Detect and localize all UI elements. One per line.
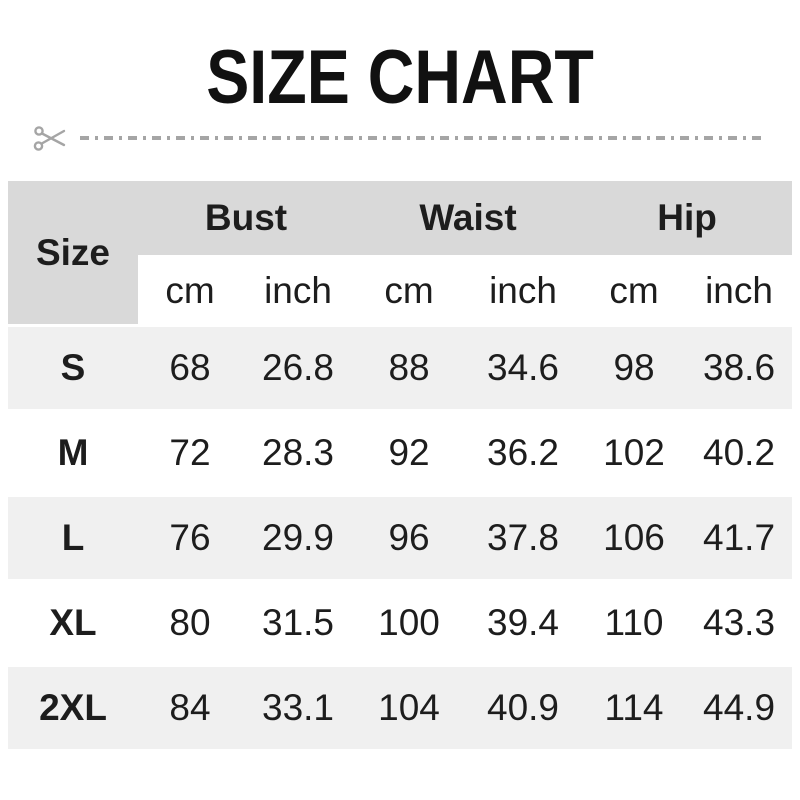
size-label: 2XL [8,667,138,749]
cell-waist-inch: 40.9 [464,667,583,749]
table-row-m: M 72 28.3 92 36.2 102 40.2 [8,412,793,494]
cell-hip-inch: 44.9 [686,667,793,749]
scissors-icon [33,126,66,151]
cell-waist-cm: 88 [354,327,465,409]
cell-waist-cm: 92 [354,412,465,494]
cell-waist-inch: 34.6 [464,327,583,409]
size-label: M [8,412,138,494]
size-label: L [8,497,138,579]
column-group-bust: Bust [138,181,355,255]
cell-waist-inch: 39.4 [464,582,583,664]
cell-bust-inch: 28.3 [242,412,355,494]
cell-bust-cm: 72 [138,412,242,494]
cell-waist-cm: 100 [354,582,465,664]
unit-header-hip-inch: inch [686,258,793,324]
unit-header-bust-inch: inch [242,258,355,324]
column-group-hip: Hip [582,181,793,255]
cell-bust-cm: 76 [138,497,242,579]
column-header-size: Size [8,181,138,324]
cell-bust-inch: 33.1 [242,667,355,749]
cell-bust-inch: 31.5 [242,582,355,664]
cell-waist-inch: 37.8 [464,497,583,579]
cell-hip-cm: 114 [582,667,687,749]
page-title: SIZE CHART [206,35,594,120]
table-row-xl: XL 80 31.5 100 39.4 110 43.3 [8,582,793,664]
unit-header-bust-cm: cm [138,258,242,324]
header-row-units: cm inch cm inch cm inch [8,258,793,324]
cell-hip-inch: 38.6 [686,327,793,409]
cell-hip-cm: 106 [582,497,687,579]
cell-hip-cm: 110 [582,582,687,664]
cell-hip-inch: 40.2 [686,412,793,494]
cell-waist-cm: 104 [354,667,465,749]
cell-bust-inch: 29.9 [242,497,355,579]
column-group-waist: Waist [354,181,583,255]
cell-bust-cm: 68 [138,327,242,409]
page-title-wrap: SIZE CHART [0,40,800,116]
size-label: XL [8,582,138,664]
header-row-groups: Size Bust Waist Hip [8,181,793,324]
cell-bust-inch: 26.8 [242,327,355,409]
size-chart-table: Size Bust Waist Hip cm inch cm inch cm i… [8,178,793,752]
size-label: S [8,327,138,409]
cell-hip-inch: 43.3 [686,582,793,664]
cut-line [33,126,762,151]
table-row-2xl: 2XL 84 33.1 104 40.9 114 44.9 [8,667,793,749]
unit-header-hip-cm: cm [582,258,687,324]
unit-header-waist-inch: inch [464,258,583,324]
cell-hip-cm: 98 [582,327,687,409]
unit-header-waist-cm: cm [354,258,465,324]
cell-bust-cm: 80 [138,582,242,664]
cell-hip-cm: 102 [582,412,687,494]
cell-waist-cm: 96 [354,497,465,579]
cell-hip-inch: 41.7 [686,497,793,579]
table-row-l: L 76 29.9 96 37.8 106 41.7 [8,497,793,579]
cell-waist-inch: 36.2 [464,412,583,494]
cell-bust-cm: 84 [138,667,242,749]
size-chart-page: { "title": "SIZE CHART", "colors": { "he… [0,40,800,800]
table-row-s: S 68 26.8 88 34.6 98 38.6 [8,327,793,409]
